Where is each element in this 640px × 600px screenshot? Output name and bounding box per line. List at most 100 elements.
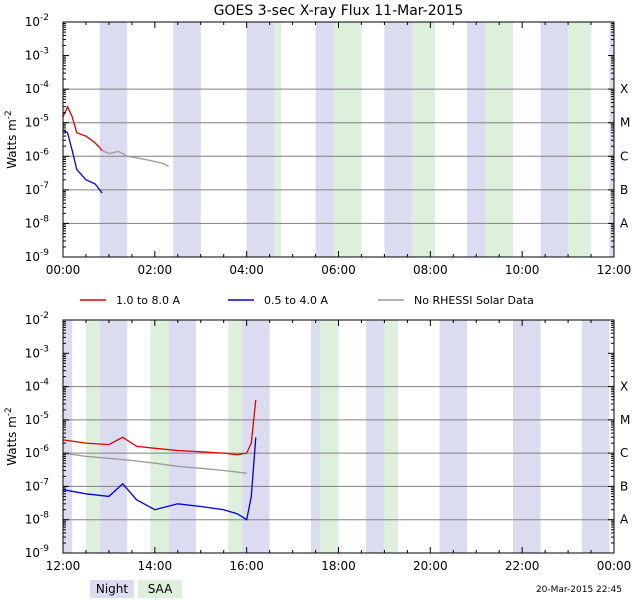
top-xtick-label-3: 06:00 (321, 263, 356, 277)
bottom-ytick-label-4: 10-5 (25, 411, 49, 427)
shading-swatch-1 (138, 580, 182, 598)
bottom-saa-band-0 (85, 320, 100, 553)
top-ytick-base: 10 (25, 82, 40, 96)
bottom-night-band-3 (242, 320, 270, 553)
top-night-band-0 (99, 22, 128, 257)
top-ytick-label-4: 10-5 (25, 114, 49, 130)
top-ytick-base: 10 (25, 116, 40, 130)
bottom-ytick-base: 10 (25, 413, 40, 427)
bottom-ytick-label-7: 10-2 (25, 311, 49, 327)
bottom-xtick-label-1: 14:00 (138, 559, 173, 573)
bottom-ytick-label-5: 10-4 (25, 378, 50, 394)
bottom-class-label-A: A (620, 513, 629, 527)
top-ytick-label-1: 10-8 (25, 214, 50, 230)
top-ytick-label-5: 10-4 (25, 80, 50, 96)
top-saa-band-4 (568, 22, 592, 257)
bottom-class-label-C: C (620, 446, 628, 460)
top-xtick-label-6: 12:00 (597, 263, 632, 277)
top-ytick-label-6: 10-3 (25, 47, 49, 63)
top-night-band-1 (173, 22, 201, 257)
top-ylabel-main: Watts m (5, 119, 19, 169)
legend-label-0: 1.0 to 8.0 A (116, 294, 181, 307)
bottom-ytick-label-3: 10-6 (25, 444, 50, 460)
top-class-label-B: B (620, 183, 628, 197)
top-ytick-label-0: 10-9 (25, 248, 50, 264)
bottom-ylabel-exp: -2 (4, 407, 14, 416)
top-series-1 (62, 129, 103, 194)
top-xtick-label-0: 00:00 (46, 263, 81, 277)
bottom-ytick-base: 10 (25, 380, 40, 394)
top-xtick-label-2: 04:00 (229, 263, 264, 277)
top-xtick-label-5: 10:00 (505, 263, 540, 277)
bottom-night-band-1 (99, 320, 128, 553)
top-panel: 10-910-810-710-610-510-410-310-2ABCMX00:… (4, 3, 631, 277)
top-night-band-7 (609, 22, 614, 257)
bottom-night-band-8 (581, 320, 610, 553)
bottom-series-2 (62, 452, 247, 474)
bottom-ytick-exp: -4 (40, 378, 49, 388)
bottom-xtick-label-0: 12:00 (46, 559, 81, 573)
series-legend: 1.0 to 8.0 A 0.5 to 4.0 A No RHESSI Solar … (80, 294, 534, 307)
top-ytick-base: 10 (25, 216, 40, 230)
top-xtick-label-1: 02:00 (138, 263, 173, 277)
top-ytick-base: 10 (25, 250, 40, 264)
bottom-xtick-label-5: 22:00 (505, 559, 540, 573)
bottom-ytick-base: 10 (25, 346, 40, 360)
top-night-band-6 (540, 22, 569, 257)
top-saa-band-0 (274, 22, 282, 257)
bottom-ytick-exp: -6 (40, 444, 49, 454)
top-series-0 (62, 105, 103, 151)
bottom-series-1 (62, 437, 257, 521)
bottom-ytick-exp: -3 (40, 344, 49, 354)
top-saa-band-1 (333, 22, 362, 257)
bottom-ytick-label-0: 10-9 (25, 544, 50, 560)
bottom-ytick-base: 10 (25, 513, 40, 527)
bottom-ytick-exp: -2 (40, 311, 49, 321)
bottom-xtick-label-2: 16:00 (229, 559, 264, 573)
shading-legend: Night SAA (90, 580, 182, 598)
bottom-class-label-M: M (620, 413, 630, 427)
shading-label-1: SAA (148, 582, 173, 596)
top-night-band-4 (384, 22, 412, 257)
top-ytick-base: 10 (25, 49, 40, 63)
bottom-xtick-label-4: 20:00 (413, 559, 448, 573)
bottom-saa-band-2 (228, 320, 243, 553)
bottom-ytick-exp: -7 (40, 477, 49, 487)
bottom-night-band-0 (63, 320, 73, 553)
top-class-label-A: A (620, 216, 629, 230)
top-ylabel-exp: -2 (4, 110, 14, 119)
top-saa-band-2 (411, 22, 435, 257)
top-ytick-label-2: 10-7 (25, 181, 49, 197)
bottom-saa-band-1 (150, 320, 169, 553)
shading-swatch-0 (90, 580, 134, 598)
top-ytick-exp: -2 (40, 13, 49, 23)
bottom-ytick-exp: -9 (40, 544, 49, 554)
top-xtick-label-4: 08:00 (413, 263, 448, 277)
bottom-ytick-base: 10 (25, 313, 40, 327)
bottom-saa-band-4 (384, 320, 399, 553)
top-ytick-label-3: 10-6 (25, 147, 50, 163)
top-night-band-5 (467, 22, 486, 257)
top-ytick-base: 10 (25, 15, 40, 29)
legend-label-1: 0.5 to 4.0 A (264, 294, 329, 307)
bottom-ytick-label-2: 10-7 (25, 477, 49, 493)
bottom-class-label-B: B (620, 479, 628, 493)
bottom-saa-band-3 (320, 320, 339, 553)
bottom-class-label-X: X (620, 380, 628, 394)
top-night-band-2 (246, 22, 275, 257)
bottom-ytick-base: 10 (25, 479, 40, 493)
top-ytick-base: 10 (25, 183, 40, 197)
bottom-ytick-label-6: 10-3 (25, 344, 49, 360)
bottom-xtick-label-6: 00:00 (597, 559, 632, 573)
bottom-panel: 10-910-810-710-610-510-410-310-2ABCMX12:… (4, 311, 631, 573)
top-ytick-exp: -4 (40, 80, 49, 90)
bottom-night-band-7 (512, 320, 541, 553)
bottom-ylabel: Watts m-2 (4, 407, 19, 466)
top-class-label-M: M (620, 116, 630, 130)
top-ytick-exp: -8 (40, 214, 49, 224)
bottom-ytick-label-1: 10-8 (25, 511, 50, 527)
top-class-label-X: X (620, 82, 628, 96)
top-ytick-exp: -3 (40, 47, 49, 57)
top-ytick-label-7: 10-2 (25, 13, 49, 29)
